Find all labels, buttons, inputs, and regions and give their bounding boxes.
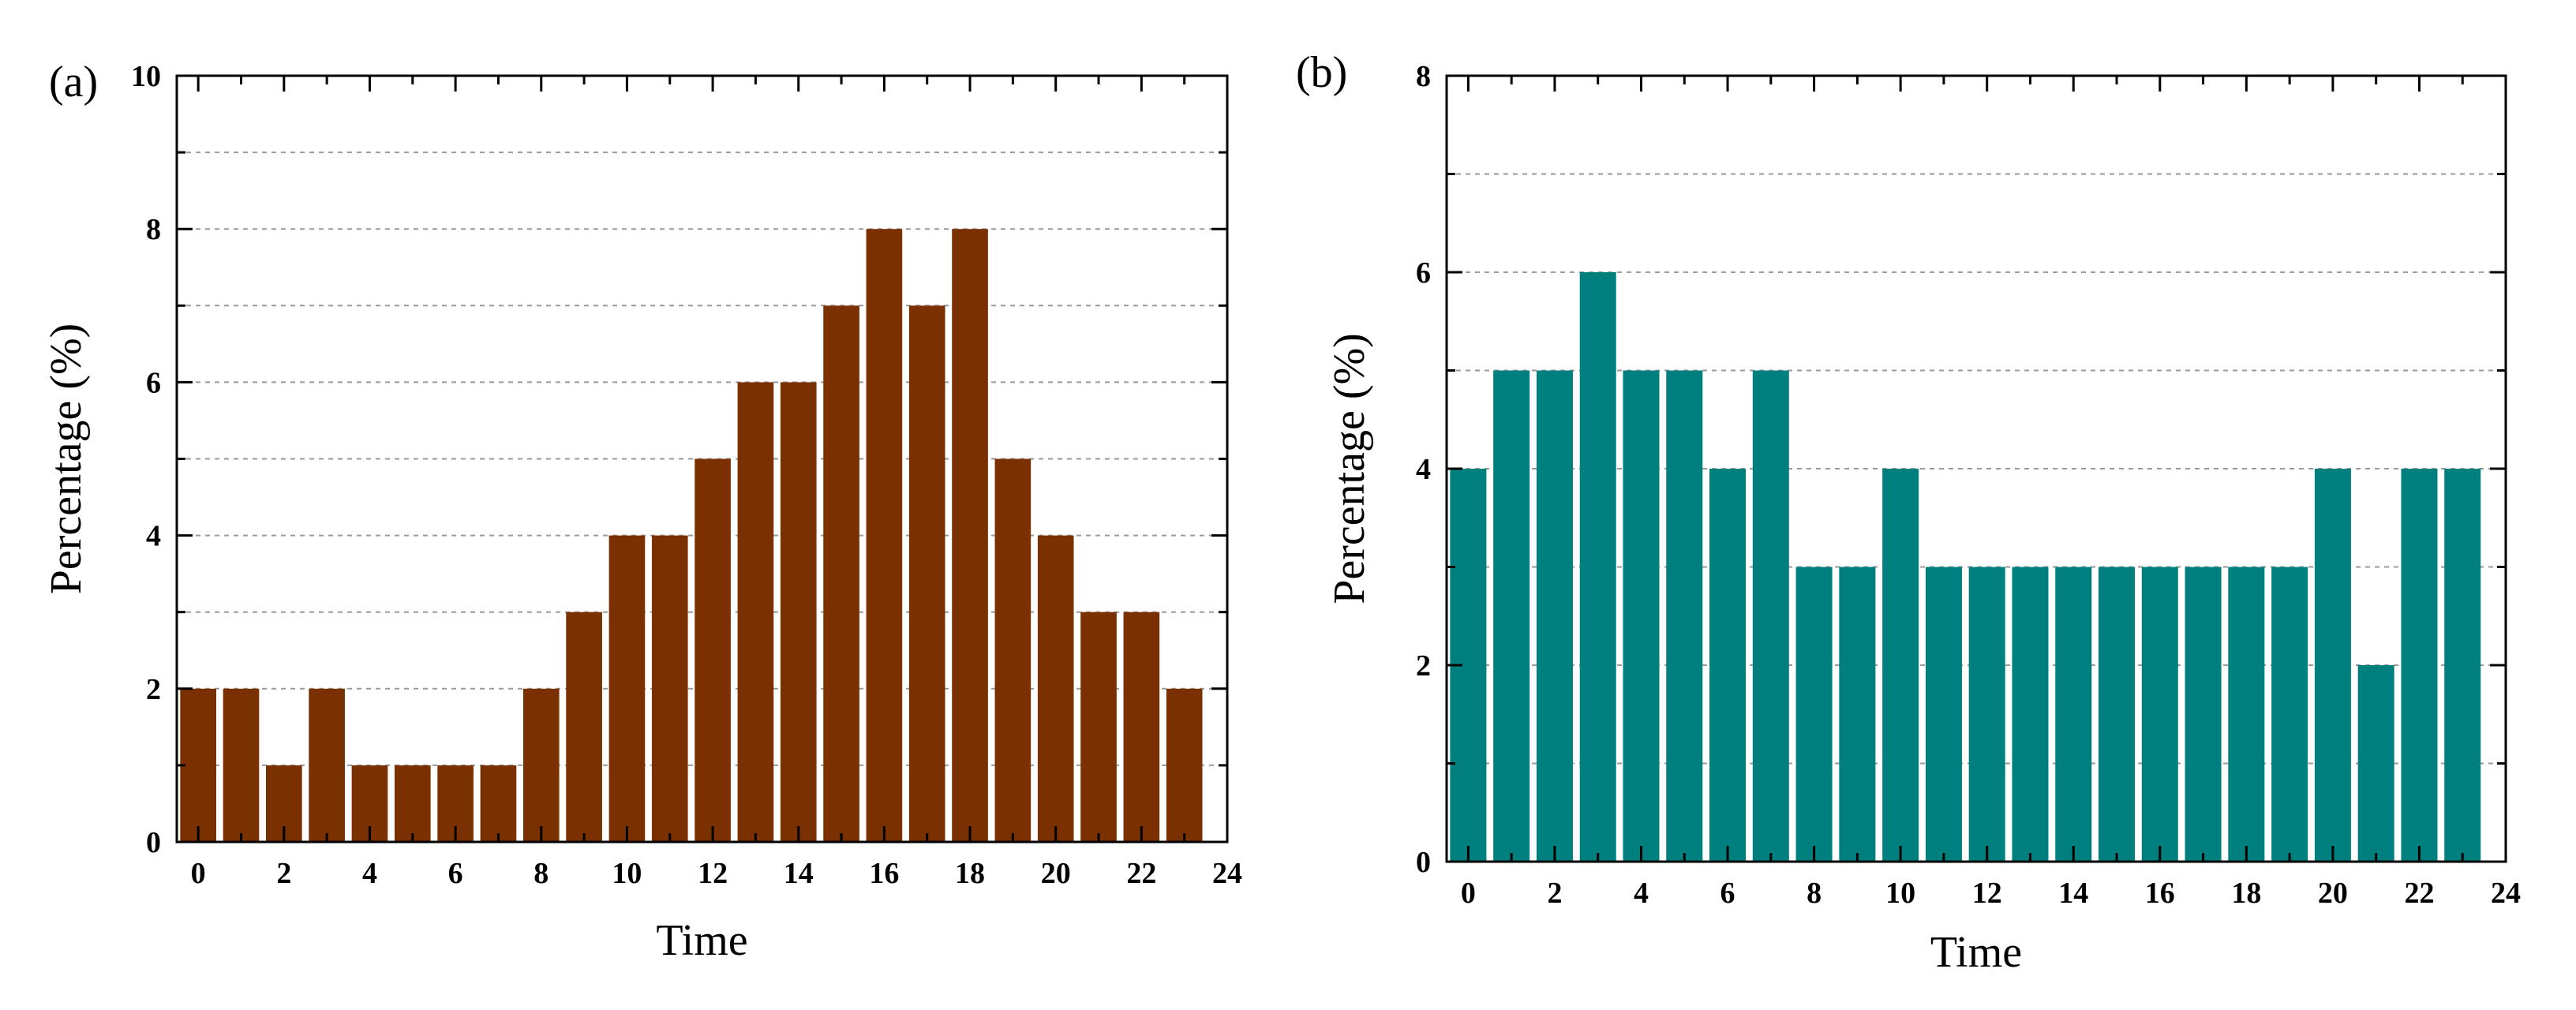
x-tick-label: 24 <box>2491 877 2521 910</box>
y-tick-label: 4 <box>146 520 161 553</box>
bar <box>1666 370 1703 862</box>
bar <box>2357 665 2394 862</box>
bar <box>651 535 688 842</box>
bar <box>1080 612 1117 842</box>
x-tick-label: 2 <box>276 857 291 890</box>
x-tick-label: 16 <box>2145 877 2175 910</box>
x-tick-label: 6 <box>1720 877 1735 910</box>
x-tick-label: 12 <box>1972 877 2002 910</box>
x-tick-label: 14 <box>784 857 814 890</box>
bar <box>2228 567 2265 862</box>
y-tick-label: 6 <box>1416 256 1431 290</box>
y-tick-label: 8 <box>1416 60 1431 93</box>
bar <box>1493 370 1530 862</box>
bar <box>737 382 774 842</box>
bar <box>608 535 646 842</box>
x-tick-label: 22 <box>1126 857 1156 890</box>
bar <box>2099 567 2136 862</box>
bar <box>2444 469 2481 862</box>
panel-label: (a) <box>49 58 98 107</box>
x-tick-label: 10 <box>612 857 642 890</box>
y-tick-label: 8 <box>146 213 161 246</box>
x-tick-label: 4 <box>362 857 377 890</box>
bar <box>1123 612 1160 842</box>
x-tick-label: 24 <box>1212 857 1242 890</box>
bar <box>1709 469 1747 862</box>
x-tick-label: 18 <box>2231 877 2261 910</box>
x-tick-label: 8 <box>1807 877 1822 910</box>
x-tick-label: 4 <box>1634 877 1649 910</box>
bar <box>480 765 517 842</box>
bar <box>522 688 560 842</box>
x-tick-label: 6 <box>448 857 463 890</box>
bar <box>2314 469 2351 862</box>
bar <box>2271 567 2308 862</box>
y-axis-title: Percentage (%) <box>1325 333 1374 604</box>
bar <box>1623 370 1660 862</box>
x-tick-label: 20 <box>1041 857 1071 890</box>
bar <box>780 382 817 842</box>
bar <box>866 229 903 842</box>
x-tick-label: 16 <box>869 857 899 890</box>
x-tick-label: 10 <box>1885 877 1915 910</box>
bar <box>566 612 602 842</box>
x-tick-label: 22 <box>2404 877 2434 910</box>
y-tick-label: 10 <box>131 60 161 93</box>
bar <box>1882 469 1919 862</box>
bar <box>1536 370 1573 862</box>
bar <box>2401 469 2438 862</box>
panel-label: (b) <box>1296 48 1347 97</box>
bar <box>309 688 345 842</box>
y-tick-label: 2 <box>146 673 161 706</box>
x-axis-title: Time <box>656 916 747 965</box>
bar <box>2185 567 2222 862</box>
bar <box>223 688 260 842</box>
y-tick-label: 0 <box>146 826 161 859</box>
x-axis-title: Time <box>1930 928 2022 977</box>
bar <box>1968 567 2005 862</box>
y-axis-title: Percentage (%) <box>42 324 91 595</box>
bar <box>1839 567 1876 862</box>
x-tick-label: 12 <box>698 857 728 890</box>
x-tick-label: 14 <box>2058 877 2088 910</box>
bar <box>394 765 431 842</box>
bar <box>823 305 859 842</box>
bar <box>1579 272 1616 862</box>
bar <box>1166 688 1203 842</box>
bar <box>2141 567 2178 862</box>
bar <box>2012 567 2049 862</box>
bar <box>180 688 216 842</box>
bar <box>994 458 1032 842</box>
y-tick-label: 0 <box>1416 846 1431 879</box>
bar <box>1037 535 1074 842</box>
x-tick-label: 18 <box>955 857 985 890</box>
x-tick-label: 8 <box>534 857 549 890</box>
bar <box>1795 567 1833 862</box>
y-tick-label: 2 <box>1416 649 1431 683</box>
y-tick-label: 6 <box>146 366 161 399</box>
bar <box>2055 567 2092 862</box>
x-tick-label: 20 <box>2318 877 2348 910</box>
bar <box>908 305 945 842</box>
bar <box>695 458 731 842</box>
y-tick-label: 4 <box>1416 453 1431 486</box>
x-tick-label: 0 <box>191 857 206 890</box>
bar <box>952 229 988 842</box>
x-tick-label: 2 <box>1547 877 1562 910</box>
bar <box>1925 567 1962 862</box>
bar <box>1752 370 1789 862</box>
x-tick-label: 0 <box>1461 877 1476 910</box>
